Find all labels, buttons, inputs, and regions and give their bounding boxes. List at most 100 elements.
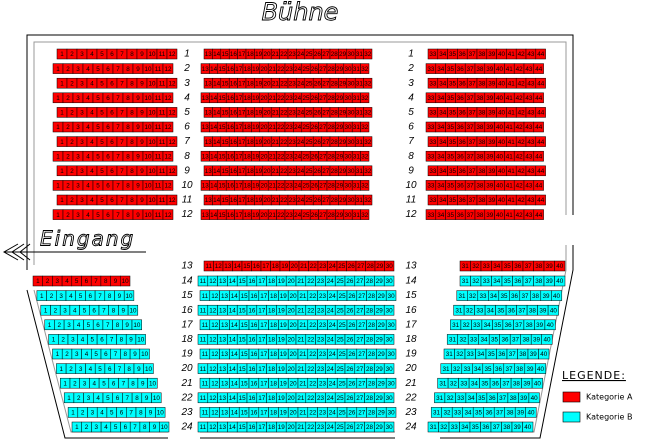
- seat-number: 28: [331, 197, 339, 204]
- seat-number: 27: [356, 366, 364, 373]
- seat-number: 26: [314, 80, 322, 87]
- seat-number: 27: [322, 110, 330, 117]
- seat-number: 29: [339, 197, 347, 204]
- seat-number: 33: [427, 95, 435, 102]
- walls: [26, 34, 574, 439]
- seat-number: 18: [268, 307, 276, 314]
- seat: [123, 290, 135, 301]
- seat-number: 4: [81, 337, 85, 344]
- seat-block: 13 14 15 16 17 18 19 20 21 22 23 24 25 26 27 28 29 30 31 32: [200, 121, 370, 133]
- seat-number: 32: [361, 66, 369, 73]
- seat-number: 37: [518, 307, 526, 314]
- seat-number: 14: [210, 95, 218, 102]
- seat-number: 6: [106, 66, 110, 73]
- seat-number: 32: [456, 351, 464, 358]
- seat-number: 23: [286, 153, 294, 160]
- seat-number: 8: [127, 366, 131, 373]
- seat-number: 23: [286, 95, 294, 102]
- seat-number: 6: [88, 293, 92, 300]
- seat-number: 18: [244, 212, 252, 219]
- seat-number: 12: [164, 124, 172, 131]
- seat-number: 31: [459, 293, 467, 300]
- seat-number: 26: [346, 337, 354, 344]
- seat-number: 11: [200, 424, 207, 431]
- seat-number: 1: [60, 80, 64, 87]
- seat-number: 19: [278, 366, 286, 373]
- seat-number: 10: [149, 380, 157, 387]
- seat-number: 14: [213, 51, 221, 58]
- seat-number: 42: [518, 80, 526, 87]
- seat-block: 31 32 33 34 35 36 37 38 39 40: [430, 407, 537, 418]
- seat-number: 8: [126, 153, 130, 160]
- seat-number: 8: [139, 410, 143, 417]
- seat-number: 34: [437, 124, 445, 131]
- seat-number: 28: [328, 183, 336, 190]
- seat-number: 33: [476, 307, 484, 314]
- seat-number: 3: [76, 66, 80, 73]
- seat-number: 22: [277, 183, 285, 190]
- seat-number: 14: [213, 168, 221, 175]
- seat-number: 9: [136, 183, 140, 190]
- seat-number: 17: [238, 110, 246, 117]
- seat-number: 12: [168, 80, 176, 87]
- seat-number: 2: [66, 183, 70, 190]
- seat-number: 10: [144, 124, 152, 131]
- seat-number: 21: [272, 80, 280, 87]
- seat-number: 6: [124, 424, 128, 431]
- seat-number: 21: [297, 307, 305, 314]
- seat-number: 25: [302, 124, 310, 131]
- seat-number: 28: [368, 293, 376, 300]
- row-label: 1: [184, 49, 190, 60]
- seat-number: 31: [452, 322, 460, 329]
- seat-number: 23: [289, 197, 297, 204]
- seat-number: 36: [459, 80, 467, 87]
- seat-number: 6: [85, 278, 89, 285]
- seat-number: 16: [230, 80, 238, 87]
- seat-number: 34: [493, 278, 501, 285]
- seat-number: 15: [221, 80, 229, 87]
- seat-block: 31 32 33 34 35 36 37 38 39 40: [434, 392, 540, 404]
- seat: [363, 77, 373, 89]
- seat-number: 40: [531, 395, 539, 402]
- seat-number: 19: [252, 153, 260, 160]
- seat-number: 35: [491, 337, 499, 344]
- seat-number: 1: [60, 110, 64, 117]
- seat-number: 39: [486, 66, 494, 73]
- seat-number: 4: [86, 183, 90, 190]
- seat-number: 17: [258, 337, 266, 344]
- seat-number: 21: [269, 66, 277, 73]
- seat-number: 15: [239, 424, 247, 431]
- seat-number: 18: [247, 110, 255, 117]
- seat-number: 5: [100, 197, 104, 204]
- seat-number: 25: [305, 51, 313, 58]
- row-label: 23: [404, 407, 417, 418]
- seat-number: 11: [155, 95, 162, 102]
- seat-number: 7: [116, 95, 120, 102]
- seat-number: 28: [366, 366, 374, 373]
- seat-number: 31: [436, 395, 444, 402]
- seat: [385, 290, 397, 301]
- seat-number: 27: [358, 322, 366, 329]
- seat-number: 6: [110, 139, 114, 146]
- seat-number: 43: [525, 212, 533, 219]
- seat-number: 37: [467, 95, 475, 102]
- seat-number: 5: [100, 168, 104, 175]
- seat-number: 1: [60, 168, 64, 175]
- seat-number: 14: [210, 212, 218, 219]
- seat-number: 32: [361, 124, 369, 131]
- seat-block: 13 14 15 16 17 18 19 20 21 22 23 24 25 26 27 28 29 30 31 32: [203, 48, 373, 60]
- stage-label: Bühne: [262, 0, 339, 26]
- row-label: 11: [182, 195, 192, 206]
- seat-number: 39: [488, 197, 496, 204]
- seat-number: 35: [447, 124, 455, 131]
- seat-number: 29: [378, 351, 386, 358]
- seat-number: 34: [461, 424, 469, 431]
- seat-number: 4: [90, 51, 94, 58]
- seat-number: 6: [106, 212, 110, 219]
- seat-number: 1: [56, 212, 60, 219]
- seat-block: 31 32 33 34 35 36 37 38 39 40: [459, 275, 566, 287]
- seat-number: 8: [126, 183, 130, 190]
- seat-number: 22: [309, 322, 317, 329]
- seat-number: 25: [337, 278, 345, 285]
- seat-number: 2: [70, 168, 74, 175]
